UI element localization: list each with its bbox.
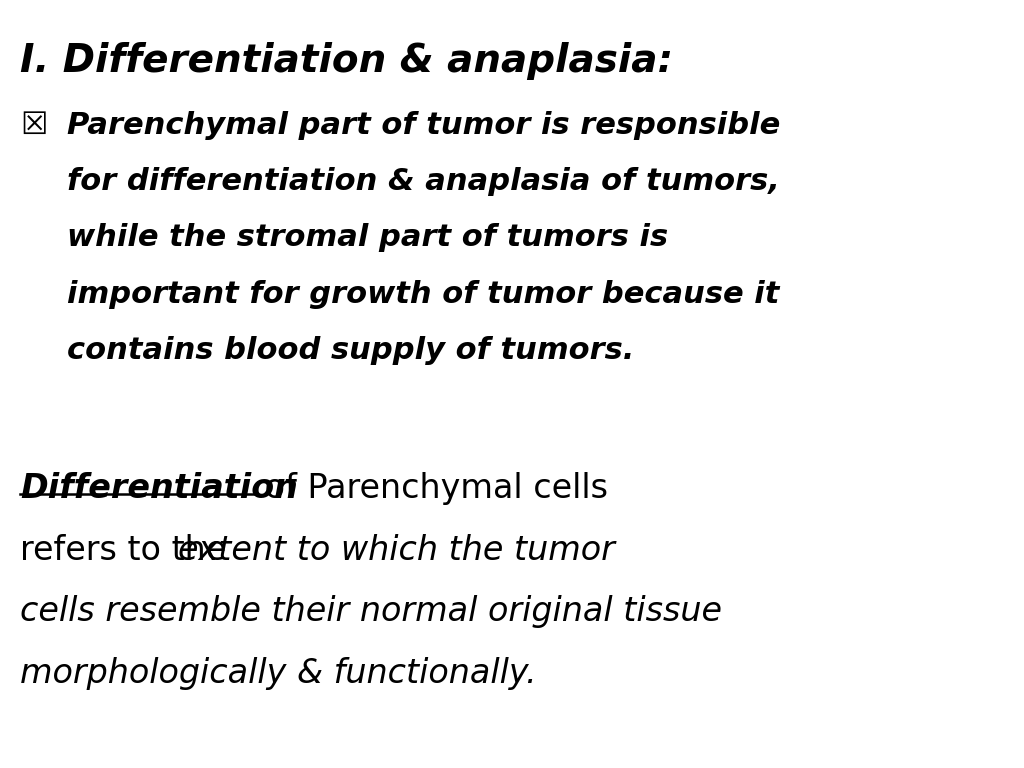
Text: while the stromal part of tumors is: while the stromal part of tumors is bbox=[67, 223, 668, 253]
Text: morphologically & functionally.: morphologically & functionally. bbox=[20, 657, 538, 690]
Text: important for growth of tumor because it: important for growth of tumor because it bbox=[67, 280, 779, 309]
Text: contains blood supply of tumors.: contains blood supply of tumors. bbox=[67, 336, 634, 365]
Text: Differentiation: Differentiation bbox=[20, 472, 298, 505]
Text: of Parenchymal cells: of Parenchymal cells bbox=[254, 472, 608, 505]
Text: cells resemble their normal original tissue: cells resemble their normal original tis… bbox=[20, 595, 723, 628]
Text: extent to which the tumor: extent to which the tumor bbox=[178, 534, 615, 567]
Text: I. Differentiation & anaplasia:: I. Differentiation & anaplasia: bbox=[20, 42, 674, 80]
Text: Parenchymal part of tumor is responsible: Parenchymal part of tumor is responsible bbox=[67, 111, 780, 141]
Text: for differentiation & anaplasia of tumors,: for differentiation & anaplasia of tumor… bbox=[67, 167, 779, 197]
Text: refers to the: refers to the bbox=[20, 534, 238, 567]
Text: ☒: ☒ bbox=[20, 111, 48, 141]
